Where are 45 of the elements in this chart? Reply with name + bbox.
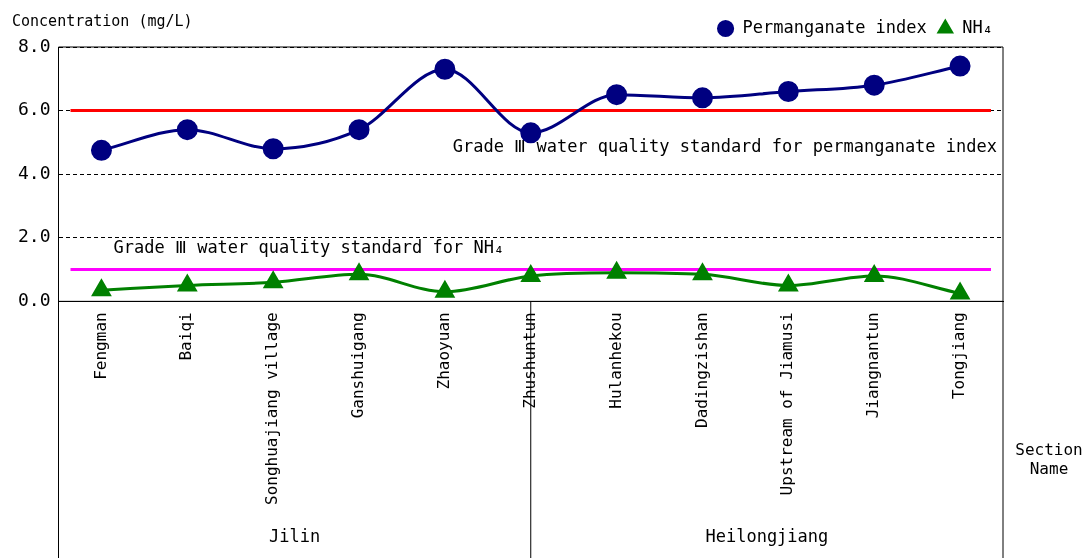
text: Heilongjiang <box>705 526 829 547</box>
point <box>950 282 970 300</box>
point <box>863 74 885 96</box>
text: Jilin <box>269 526 321 547</box>
x-tick-label: Zhushuntun <box>519 312 539 409</box>
x-tick-label: Jiangnantun <box>863 312 883 419</box>
x-tick-label: Ganshuigang <box>348 312 368 419</box>
y-axis-title: Concentration (mg/L) <box>12 12 193 30</box>
legend-label: NH₄ <box>962 16 994 37</box>
point <box>262 138 284 160</box>
x-tick-label: Fengman <box>90 312 110 380</box>
point <box>606 84 628 106</box>
point <box>864 265 884 282</box>
ref-line-label: Grade Ⅲ water quality standard for NH₄ <box>113 237 505 258</box>
x-tick-label: Tongjiang <box>949 312 969 400</box>
x-tick-label: Baiqi <box>176 312 196 361</box>
y-tick-label: 6.0 <box>18 98 51 120</box>
point <box>434 58 456 80</box>
point <box>521 265 541 282</box>
point <box>92 279 111 297</box>
x-axis-title: Section Name <box>1014 440 1084 478</box>
point <box>178 274 197 292</box>
x-tick-label: Upstream of Jiamusi <box>777 312 797 496</box>
point <box>176 119 198 141</box>
point <box>90 139 112 161</box>
y-tick-label: 2.0 <box>18 225 51 247</box>
ref-line-label: Grade Ⅲ water quality standard for permanganate index <box>452 135 997 156</box>
y-tick-label: 0.0 <box>18 289 51 311</box>
point <box>263 271 283 289</box>
y-tick-label: 4.0 <box>18 161 51 183</box>
point <box>693 263 712 281</box>
x-tick-label: Songhuajiang village <box>262 312 282 505</box>
point <box>777 81 799 103</box>
point <box>348 119 370 141</box>
point <box>349 263 369 281</box>
point <box>691 87 713 109</box>
x-tick-label: Dadingzishan <box>691 312 711 428</box>
x-tick-label: Hulanhekou <box>605 312 625 409</box>
x-tick-label: Zhaoyuan <box>434 312 454 390</box>
point <box>949 55 971 77</box>
point <box>779 274 798 292</box>
y-tick-label: 8.0 <box>18 34 51 56</box>
legend-label: Permanganate index <box>742 16 927 37</box>
point <box>607 262 626 279</box>
point <box>435 281 455 298</box>
